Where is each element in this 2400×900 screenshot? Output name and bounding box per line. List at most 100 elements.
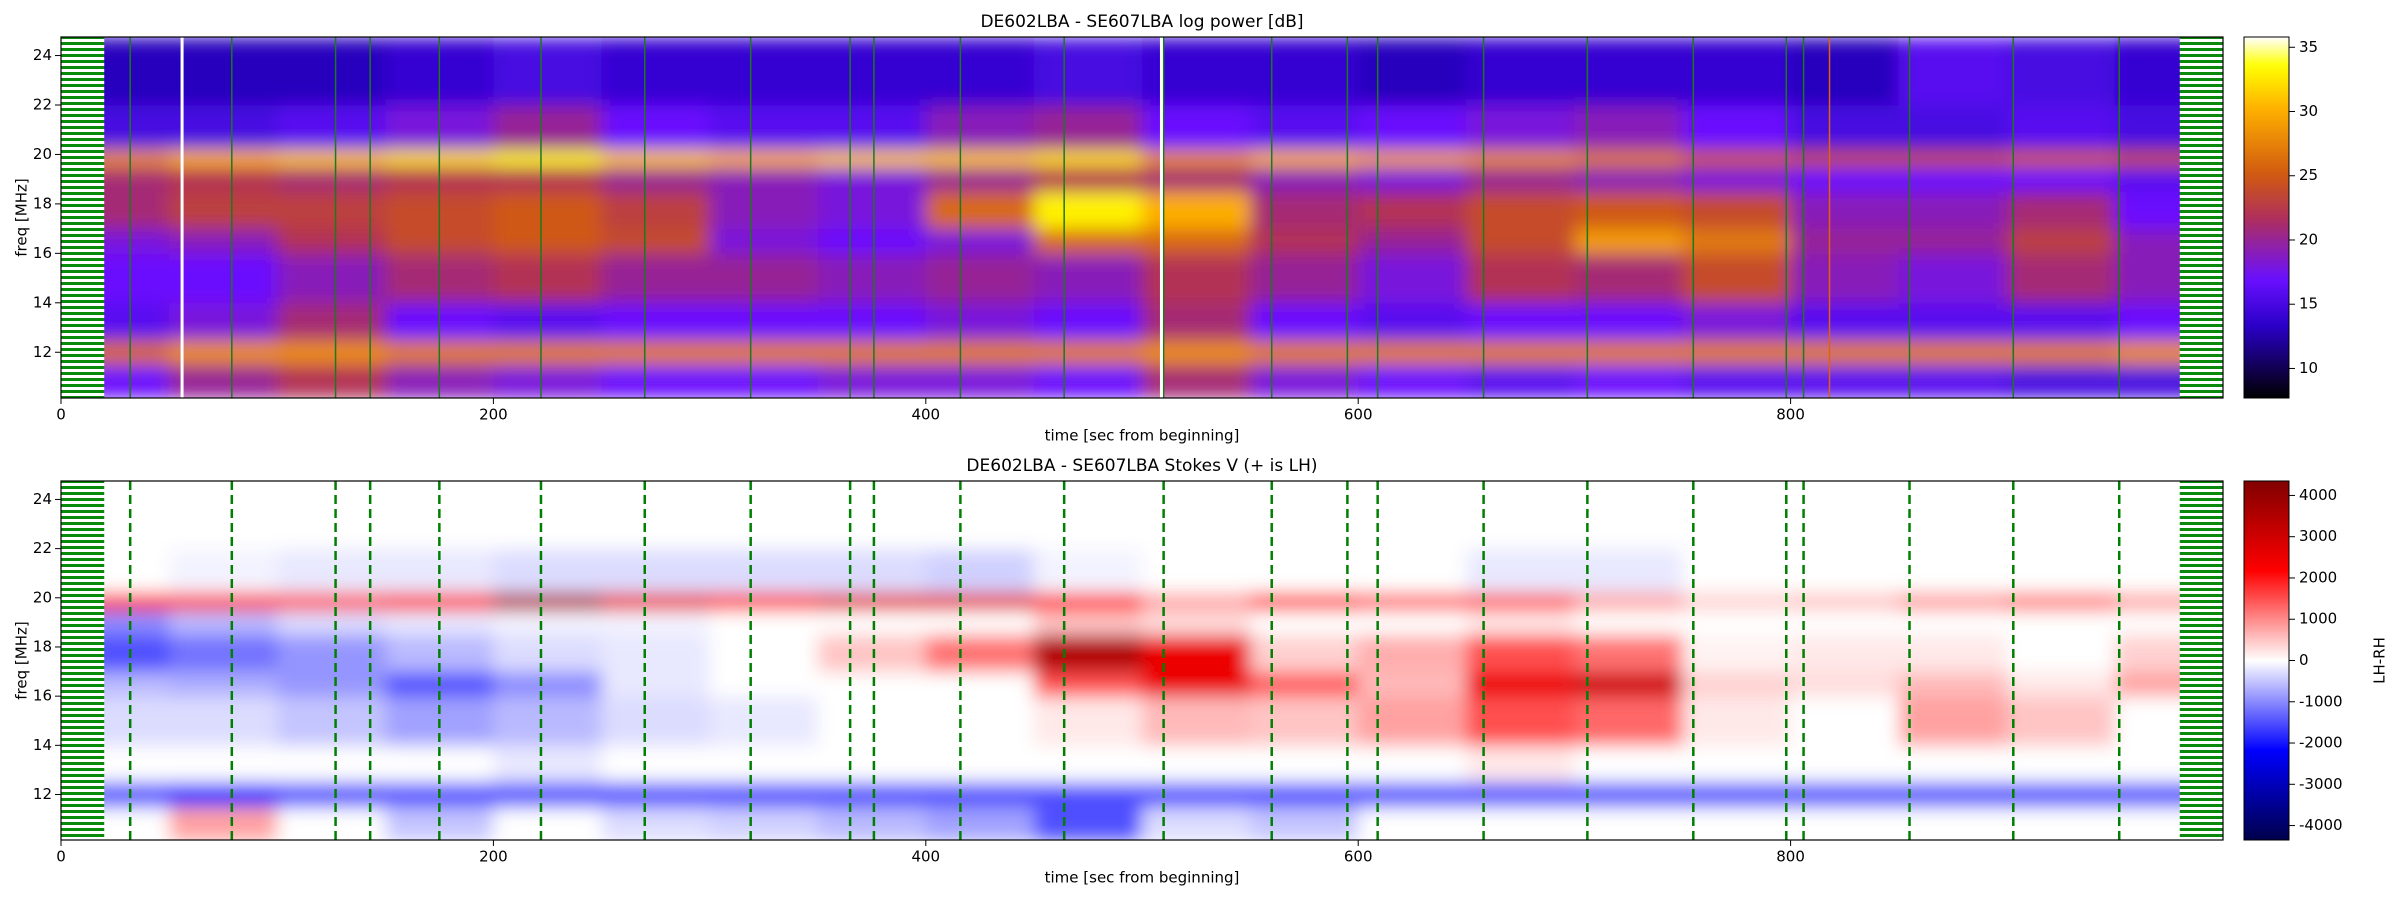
heatmap-cell	[2006, 745, 2116, 783]
heatmap-cell	[1574, 745, 1683, 783]
flagged-region	[61, 37, 105, 398]
y-tick-label: 24	[33, 490, 52, 508]
heatmap-cell	[2006, 149, 2116, 168]
heatmap-cell	[817, 364, 927, 398]
heatmap-cell	[925, 696, 1035, 746]
heatmap-cell	[817, 671, 927, 697]
heatmap-cell	[169, 782, 278, 808]
heatmap-cell	[2006, 37, 2116, 106]
heatmap-cell	[1574, 166, 1683, 193]
heatmap-cell	[1790, 104, 1900, 151]
heatmap-cell	[817, 228, 927, 254]
heatmap-cell	[2006, 548, 2116, 594]
y-tick-label: 24	[33, 46, 52, 64]
heatmap-cell	[1250, 806, 1359, 840]
y-tick-label: 14	[33, 736, 52, 754]
chart-title: DE602LBA - SE607LBA Stokes V (+ is LH)	[966, 456, 1317, 476]
axes-frame	[60, 36, 2224, 399]
heatmap-cell	[1790, 339, 1900, 366]
heatmap-cell	[1142, 339, 1251, 366]
heatmap-cell	[1790, 228, 1900, 254]
heatmap-cell	[493, 104, 602, 151]
heatmap-cell	[1898, 548, 2008, 594]
heatmap-cell	[925, 166, 1035, 193]
heatmap-cell	[1250, 166, 1359, 193]
heatmap-cell	[277, 634, 386, 673]
heatmap-cell	[817, 592, 927, 611]
heatmap-cell	[1790, 302, 1900, 341]
colorbar-tick-label: 4000	[2299, 486, 2337, 504]
heatmap-cell	[1682, 339, 1792, 366]
colorbar-tick-label: 10	[2299, 359, 2318, 377]
heatmap-cell	[1790, 481, 1900, 550]
heatmap-cell	[601, 149, 711, 168]
heatmap-cell	[1033, 782, 1143, 808]
heatmap-cell	[817, 104, 927, 151]
heatmap-cell	[1898, 610, 2008, 636]
heatmap-cell	[1142, 548, 1251, 594]
heatmap-cell	[493, 696, 602, 746]
heatmap-cell	[1790, 782, 1900, 808]
heatmap-cell	[493, 671, 602, 697]
heatmap-cell	[169, 339, 278, 366]
heatmap-cell	[1250, 782, 1359, 808]
heatmap-cell	[1250, 671, 1359, 697]
heatmap-cell	[1142, 302, 1251, 341]
heatmap-cell	[277, 671, 386, 697]
heatmap-cell	[709, 671, 819, 697]
heatmap-cell	[1358, 104, 1467, 151]
heatmap-cell	[1898, 592, 2008, 611]
heatmap-cell	[493, 228, 602, 254]
heatmap-cell	[1898, 481, 2008, 550]
heatmap-cell	[1033, 481, 1143, 550]
heatmap-cell	[601, 37, 711, 106]
heatmap-cell	[2006, 104, 2116, 151]
heatmap-cell	[925, 253, 1035, 304]
x-tick-label: 800	[1776, 848, 1805, 866]
heatmap-cell	[1898, 149, 2008, 168]
heatmap-cell	[169, 37, 278, 106]
heatmap-cell	[1142, 634, 1251, 673]
heatmap-cell	[925, 634, 1035, 673]
heatmap-cell	[817, 339, 927, 366]
heatmap-cell	[169, 104, 278, 151]
heatmap-cell	[709, 149, 819, 168]
heatmap-cell	[169, 149, 278, 168]
heatmap-cell	[2006, 696, 2116, 746]
heatmap-cell	[1682, 806, 1792, 840]
flagged-region	[61, 481, 105, 840]
heatmap-cell	[277, 782, 386, 808]
heatmap-cell	[1574, 634, 1683, 673]
heatmap-cell	[817, 782, 927, 808]
heatmap-cell	[1898, 104, 2008, 151]
heatmap-cell	[1682, 782, 1792, 808]
heatmap-cell	[1142, 745, 1251, 783]
heatmap-cell	[1898, 671, 2008, 697]
heatmap-cell	[277, 745, 386, 783]
heatmap-cell	[493, 782, 602, 808]
heatmap-cell	[1682, 253, 1792, 304]
heatmap-cell	[709, 745, 819, 783]
x-axis-label: time [sec from beginning]	[1045, 869, 1240, 887]
heatmap-cell	[1790, 191, 1900, 230]
colorbar-tick-label: 3000	[2299, 527, 2337, 545]
heatmap-cell	[925, 191, 1035, 230]
colorbar-tick-label: 2000	[2299, 568, 2337, 586]
heatmap-cell	[1142, 592, 1251, 611]
heatmap-cell	[1142, 37, 1251, 106]
y-tick-label: 16	[33, 687, 52, 705]
heatmap-cell	[601, 782, 711, 808]
x-tick-label: 400	[911, 848, 940, 866]
heatmap-cells	[61, 481, 2223, 840]
heatmap-cell	[1142, 481, 1251, 550]
y-tick-label: 14	[33, 293, 52, 311]
heatmap-cell	[2006, 253, 2116, 304]
x-tick-label: 400	[911, 406, 940, 424]
heatmap-cell	[1574, 253, 1683, 304]
heatmap-cell	[493, 610, 602, 636]
heatmap-cell	[2006, 339, 2116, 366]
heatmap-cell	[925, 481, 1035, 550]
heatmap-cell	[1358, 228, 1467, 254]
heatmap-cell	[2006, 481, 2116, 550]
